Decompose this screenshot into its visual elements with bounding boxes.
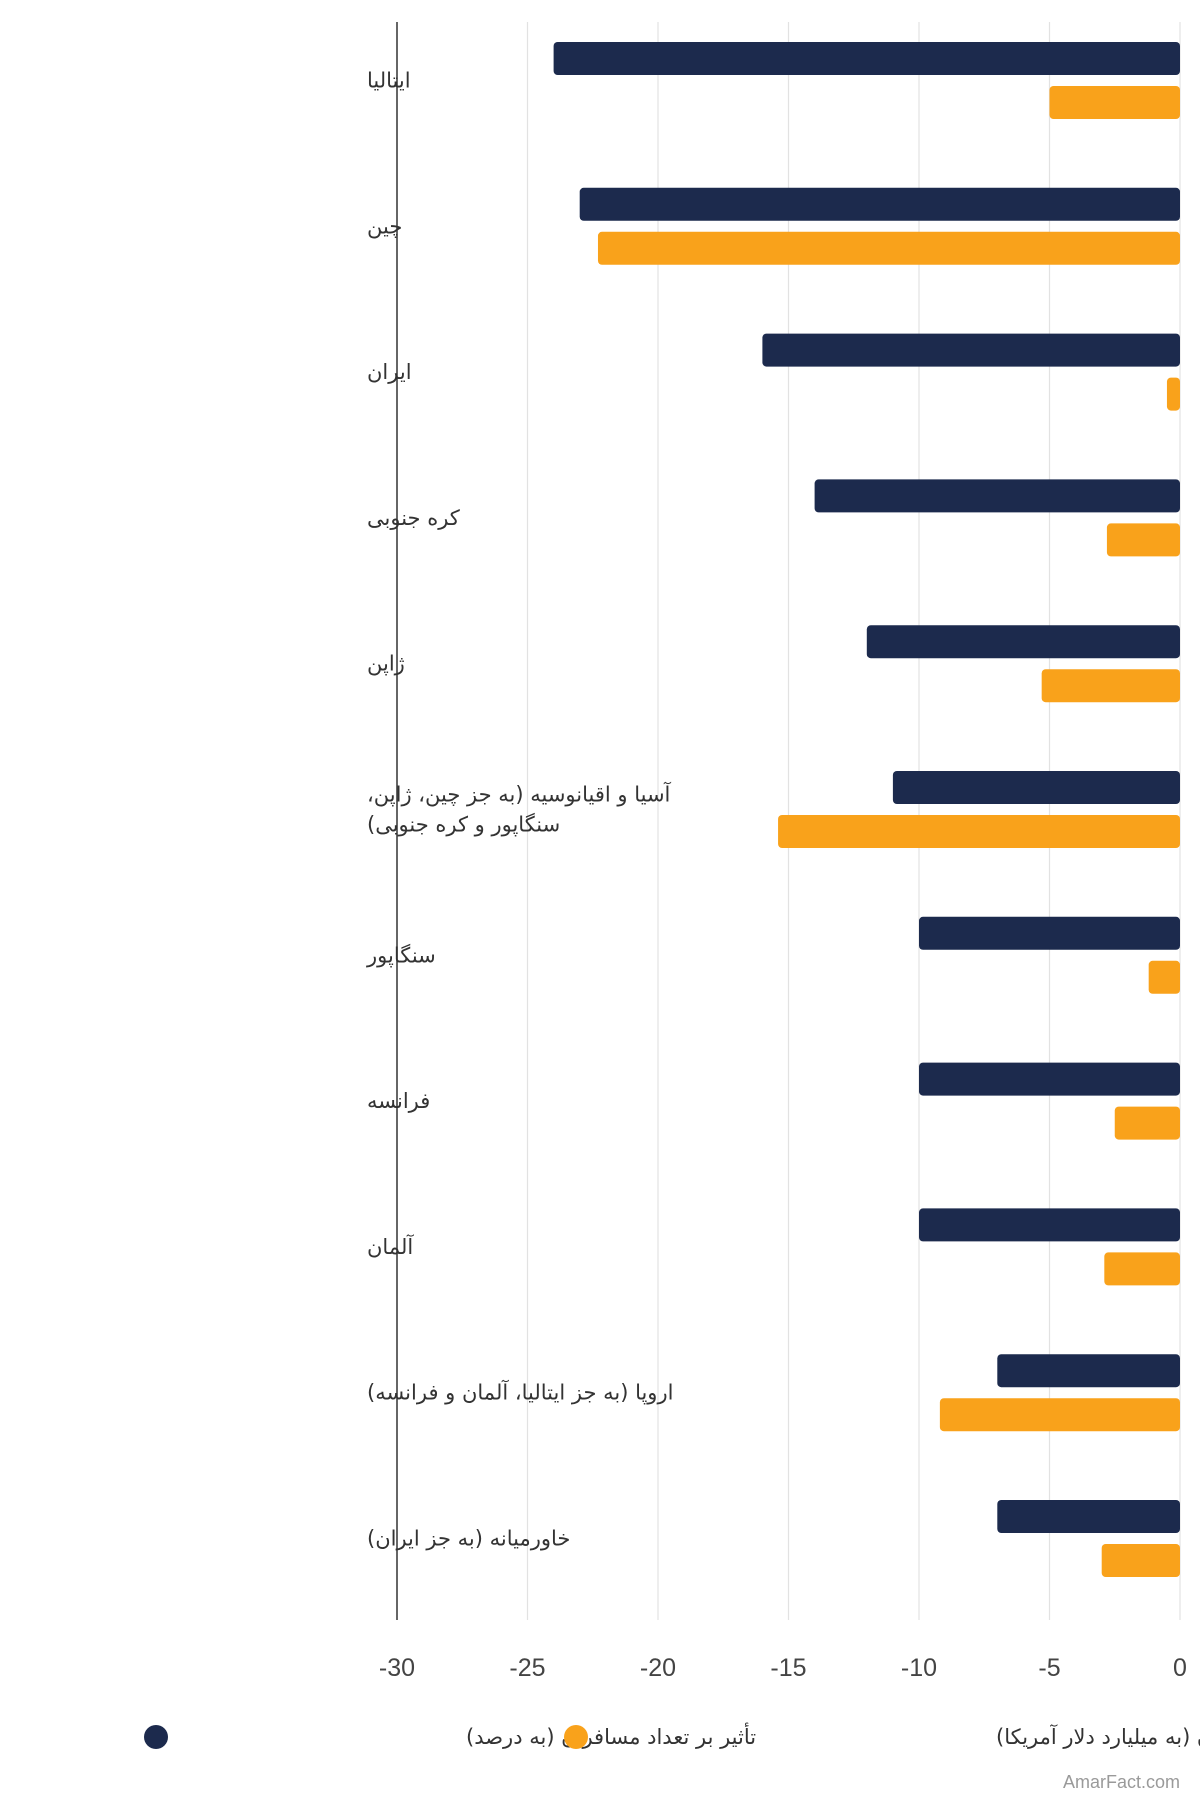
bar-revenue [1104, 1252, 1180, 1286]
x-tick-label: -10 [901, 1654, 937, 1682]
bar-revenue [597, 231, 1180, 265]
category-label: چین [367, 214, 402, 238]
bar-passengers [762, 333, 1180, 367]
category-label: ژاپن [367, 652, 405, 676]
x-tick-label: -5 [1038, 1654, 1060, 1682]
legend: تأثیر بر تعداد مسافران (به درصد) تأثیر ب… [144, 1722, 1200, 1749]
category-label: ایران [367, 360, 412, 384]
bar-passengers [814, 479, 1180, 513]
category-label: سنگاپور و کره جنوبی) [367, 813, 560, 837]
bar-revenue [1166, 377, 1180, 411]
category-label: آلمان [367, 1234, 414, 1259]
bar-revenue [1114, 1106, 1180, 1140]
x-tick-label: -30 [379, 1654, 415, 1682]
bar-passengers [553, 42, 1180, 75]
legend-label-revenue: تأثیر بر درآمد مسافران (به میلیارد دلار … [996, 1722, 1200, 1749]
legend-marker-passengers [144, 1725, 168, 1749]
category-label: ایتالیا [367, 69, 411, 93]
bar-passengers [579, 187, 1180, 221]
bar-revenue [1101, 1544, 1180, 1577]
bar-passengers [866, 625, 1180, 659]
bars [553, 42, 1180, 1577]
category-label: خاورمیانه (به جز ایران) [367, 1527, 570, 1551]
bar-revenue [1148, 960, 1180, 994]
legend-label-passengers: تأثیر بر تعداد مسافران (به درصد) [466, 1722, 756, 1749]
category-label: اروپا (به جز ایتالیا، آلمان و فرانسه) [367, 1380, 673, 1405]
bar-revenue [1049, 86, 1180, 119]
category-label: آسیا و اقیانوسیه (به جز چین، ژاپن، [367, 782, 672, 807]
bar-revenue [1106, 523, 1180, 557]
bar-passengers [919, 1208, 1180, 1242]
category-labels: ایتالیا چین ایران کره جنوبی ژاپن آسیا و اقیان… [366, 69, 673, 1551]
x-tick-label: -20 [640, 1654, 676, 1682]
x-tick-label: -15 [770, 1654, 806, 1682]
category-label: سنگاپور [366, 943, 436, 967]
bar-revenue [778, 815, 1180, 848]
bar-revenue [1041, 669, 1180, 703]
bar-passengers [997, 1354, 1180, 1388]
x-tick-label: 0 [1173, 1654, 1187, 1682]
x-tick-label: -25 [509, 1654, 545, 1682]
bar-revenue [939, 1398, 1180, 1432]
category-label: فرانسه [367, 1089, 430, 1113]
watermark: AmarFact.com [1063, 1772, 1180, 1792]
x-axis-tick-labels: -30 -25 -20 -15 -10 -5 0 [379, 1654, 1187, 1682]
category-label: کره جنوبی [367, 506, 460, 530]
bar-passengers [919, 916, 1180, 950]
legend-marker-revenue [564, 1725, 588, 1749]
bar-passengers [997, 1500, 1180, 1533]
bar-passengers [919, 1062, 1180, 1096]
bar-passengers [892, 771, 1180, 804]
